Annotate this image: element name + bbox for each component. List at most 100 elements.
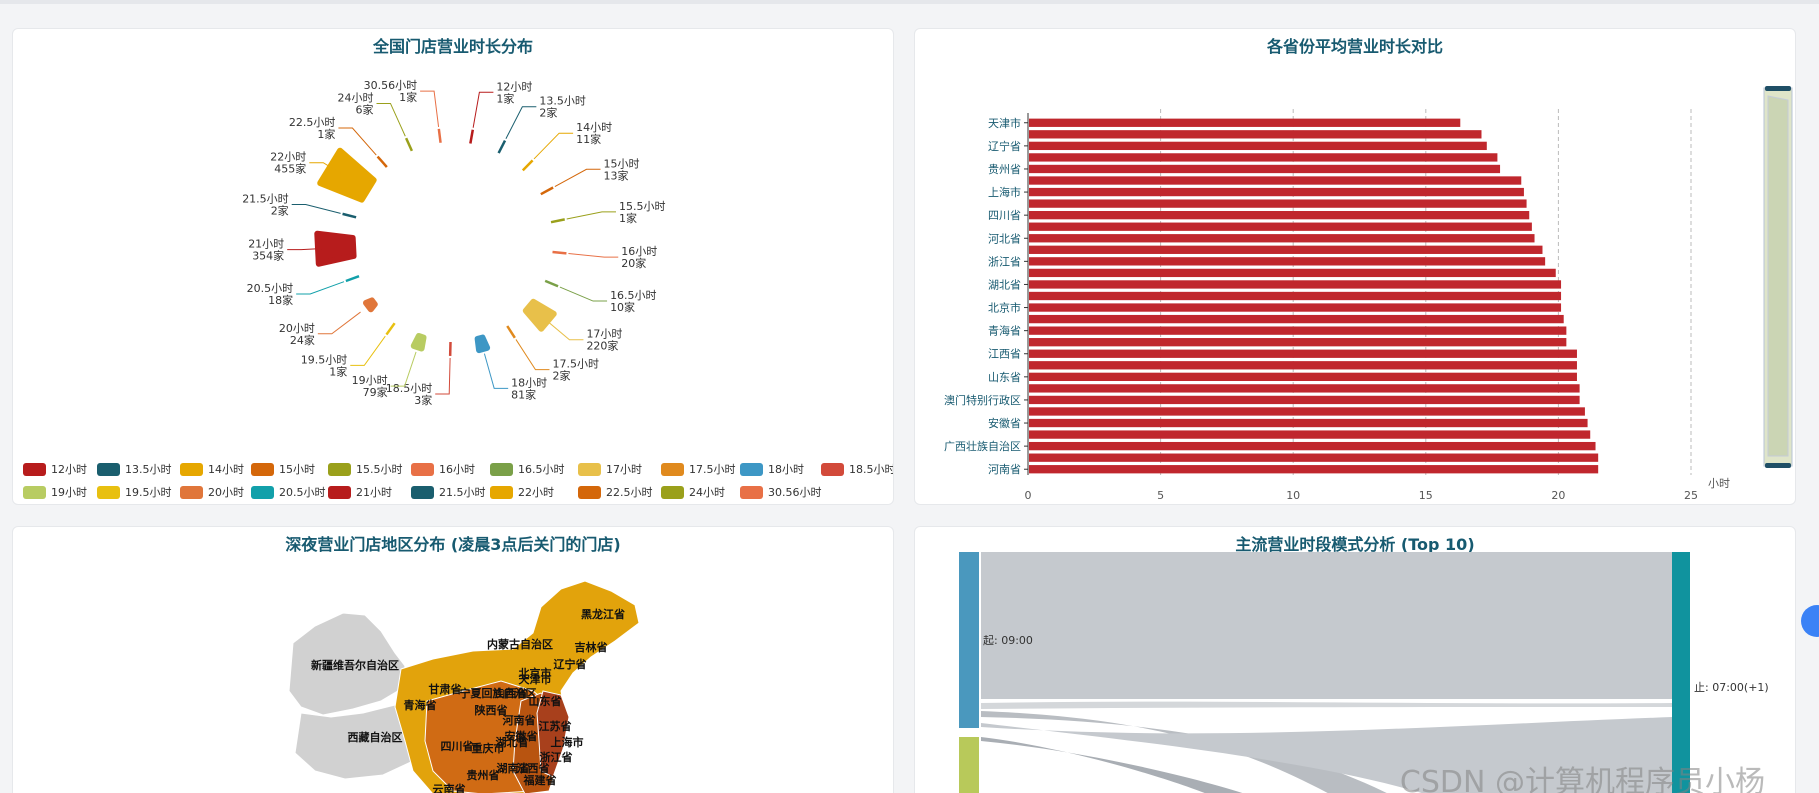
legend-item[interactable]: 16.5小时 <box>490 461 565 477</box>
sankey-link-4[interactable] <box>981 717 1672 793</box>
bar[interactable] <box>1029 465 1599 474</box>
bar[interactable] <box>1029 199 1527 208</box>
bar[interactable] <box>1029 118 1461 127</box>
bar[interactable] <box>1029 418 1588 428</box>
bar[interactable] <box>1029 130 1482 139</box>
pie-label-count: 11家 <box>576 132 601 146</box>
pie-slice[interactable] <box>522 298 557 332</box>
bar[interactable] <box>1029 372 1577 381</box>
datazoom-slider[interactable] <box>1758 86 1796 470</box>
bar[interactable] <box>1029 395 1580 405</box>
legend-item[interactable]: 14小时 <box>180 461 244 477</box>
bar[interactable] <box>1029 430 1591 439</box>
legend-item[interactable]: 15.5小时 <box>328 461 403 477</box>
pie-slice[interactable] <box>506 325 516 339</box>
legend-item[interactable]: 13.5小时 <box>97 461 172 477</box>
pie-slice[interactable] <box>474 334 491 354</box>
sankey-link-3[interactable] <box>981 711 1395 793</box>
sankey-link-2[interactable] <box>981 701 1672 709</box>
pie-slice[interactable] <box>469 129 475 144</box>
pie-label-name: 24小时 <box>337 91 373 104</box>
pie-slice[interactable] <box>385 322 396 336</box>
pie-slice[interactable] <box>363 297 378 313</box>
legend-item[interactable]: 15小时 <box>251 461 315 477</box>
bar[interactable] <box>1029 407 1585 416</box>
legend-item[interactable]: 12小时 <box>23 461 87 477</box>
legend-swatch <box>661 462 684 476</box>
bar[interactable] <box>1029 453 1599 462</box>
legend-item[interactable]: 21.5小时 <box>411 484 486 500</box>
legend-item[interactable]: 20.5小时 <box>251 484 326 500</box>
bar[interactable] <box>1029 280 1562 289</box>
bar[interactable] <box>1029 222 1532 231</box>
pie-slice[interactable] <box>497 139 507 154</box>
bar[interactable] <box>1029 164 1501 174</box>
bar[interactable] <box>1029 245 1543 254</box>
legend-item[interactable]: 17小时 <box>578 461 642 477</box>
sankey-link-5[interactable] <box>981 737 1255 793</box>
bar[interactable] <box>1029 303 1562 312</box>
bar[interactable] <box>1029 234 1535 243</box>
pie-slice[interactable] <box>404 137 414 152</box>
legend-item[interactable]: 21小时 <box>328 484 392 500</box>
sankey-link-main[interactable] <box>981 552 1672 699</box>
legend-item[interactable]: 22小时 <box>490 484 554 500</box>
map-region-label: 湖北省 <box>496 735 529 749</box>
pie-label-count: 20家 <box>621 256 646 270</box>
map-region-coast[interactable] <box>536 690 570 778</box>
legend-item[interactable]: 18.5小时 <box>821 461 893 477</box>
map-region-label: 湖南省 <box>497 761 530 775</box>
bar[interactable] <box>1029 153 1498 162</box>
bar[interactable] <box>1029 441 1596 451</box>
pie-slice[interactable] <box>437 128 442 143</box>
bar[interactable] <box>1029 176 1522 185</box>
bar[interactable] <box>1029 141 1487 151</box>
pie-slice[interactable] <box>314 230 357 267</box>
bar-chart[interactable]: 0 5 10 15 20 25 天津市辽宁省贵州省上海市四川省河北省浙江省湖北省北京市青海省… <box>915 45 1796 505</box>
sankey-node-start[interactable] <box>959 552 979 728</box>
pie-slice[interactable] <box>521 159 534 172</box>
legend-item[interactable]: 19.5小时 <box>97 484 172 500</box>
pie-label-count: 10家 <box>610 300 635 314</box>
legend-item[interactable]: 30.56小时 <box>740 484 822 500</box>
datazoom-handle-bottom[interactable] <box>1765 463 1791 468</box>
sankey-chart[interactable]: 起: 09:00 止: 07:00(+1) <box>915 527 1796 793</box>
map-region-label: 云南省 <box>433 782 466 793</box>
pie-slice[interactable] <box>317 147 377 203</box>
pie-slice[interactable] <box>540 186 554 196</box>
pie-slice[interactable] <box>376 155 388 168</box>
legend-item[interactable]: 24小时 <box>661 484 725 500</box>
pie-label-line <box>287 247 338 251</box>
bar[interactable] <box>1029 268 1556 278</box>
pie-slice[interactable] <box>342 212 357 219</box>
bar[interactable] <box>1029 384 1580 393</box>
pie-slice[interactable] <box>544 279 559 288</box>
pie-label-count: 2家 <box>539 106 557 120</box>
bar[interactable] <box>1029 326 1567 335</box>
legend-item[interactable]: 18小时 <box>740 461 804 477</box>
legend-item[interactable]: 20小时 <box>180 484 244 500</box>
bar[interactable] <box>1029 338 1567 347</box>
bar[interactable] <box>1029 187 1524 197</box>
datazoom-handle-top[interactable] <box>1765 86 1791 91</box>
legend-item[interactable]: 19小时 <box>23 484 87 500</box>
legend-item[interactable]: 17.5小时 <box>661 461 736 477</box>
sankey-node-bottom[interactable] <box>959 737 979 793</box>
floating-side-button[interactable] <box>1801 605 1819 637</box>
bar[interactable] <box>1029 257 1546 266</box>
legend-item[interactable]: 22.5小时 <box>578 484 653 500</box>
bar[interactable] <box>1029 349 1577 358</box>
legend-swatch <box>490 485 513 499</box>
pie-slice[interactable] <box>410 333 427 352</box>
bar[interactable] <box>1029 314 1564 324</box>
bar[interactable] <box>1029 361 1577 370</box>
bar[interactable] <box>1029 211 1530 220</box>
legend-item[interactable]: 16小时 <box>411 461 475 477</box>
bar[interactable] <box>1029 291 1562 301</box>
sankey-node-end[interactable] <box>1672 552 1690 793</box>
pie-slice[interactable] <box>552 250 567 255</box>
pie-slice[interactable] <box>550 218 565 224</box>
pie-slice[interactable] <box>345 275 360 283</box>
